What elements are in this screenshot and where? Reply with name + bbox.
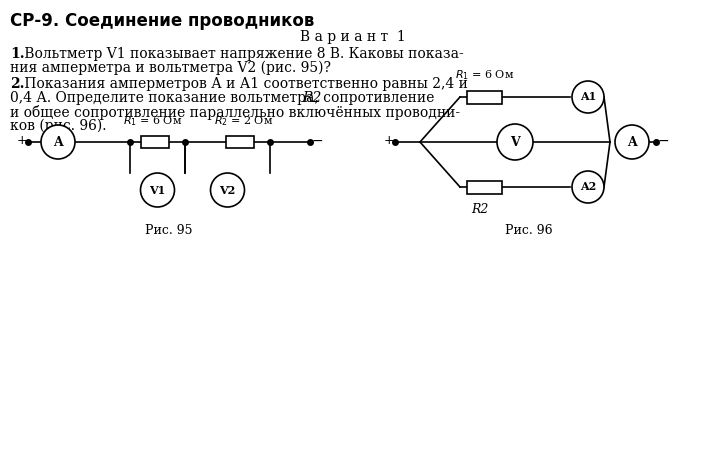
Text: +: +: [17, 134, 28, 148]
Circle shape: [211, 173, 245, 207]
Text: В а р и а н т  1: В а р и а н т 1: [300, 30, 406, 44]
Text: 0,4 А. Определите показание вольтметра, сопротивление: 0,4 А. Определите показание вольтметра, …: [10, 91, 439, 105]
Text: V1: V1: [149, 185, 165, 196]
Text: Показания амперметров А и А1 соответственно равны 2,4 и: Показания амперметров А и А1 соответстве…: [20, 77, 468, 91]
Text: $R_1$ = 6 Ом: $R_1$ = 6 Ом: [123, 114, 182, 128]
Text: R2: R2: [472, 203, 489, 216]
Circle shape: [615, 125, 649, 159]
Text: Рис. 95: Рис. 95: [145, 224, 193, 237]
Text: 1.: 1.: [10, 47, 25, 61]
Text: −: −: [658, 134, 669, 148]
Text: ния амперметра и вольтметра V2 (рис. 95)?: ния амперметра и вольтметра V2 (рис. 95)…: [10, 61, 331, 75]
Text: V: V: [510, 135, 520, 149]
Circle shape: [141, 173, 175, 207]
Text: и общее сопротивление параллельно включённых проводни-: и общее сопротивление параллельно включё…: [10, 105, 460, 120]
Circle shape: [41, 125, 75, 159]
Bar: [226, 136, 254, 148]
Text: 2.: 2.: [10, 77, 25, 91]
Text: A2: A2: [580, 181, 596, 192]
Text: V2: V2: [219, 185, 235, 196]
Text: Вольтметр V1 показывает напряжение 8 В. Каковы показа-: Вольтметр V1 показывает напряжение 8 В. …: [20, 47, 464, 61]
Circle shape: [572, 171, 604, 203]
Text: A: A: [627, 135, 637, 149]
Text: −: −: [311, 134, 323, 148]
Text: A1: A1: [580, 91, 596, 102]
Circle shape: [497, 124, 533, 160]
Text: R2: R2: [302, 91, 322, 105]
Circle shape: [572, 81, 604, 113]
Bar: [467, 91, 503, 104]
Text: СР-9. Соединение проводников: СР-9. Соединение проводников: [10, 12, 315, 30]
Bar: [141, 136, 169, 148]
Text: Рис. 96: Рис. 96: [506, 224, 553, 237]
Text: ков (рис. 96).: ков (рис. 96).: [10, 119, 107, 133]
Text: $R_2$ = 2 Ом: $R_2$ = 2 Ом: [214, 114, 274, 128]
Bar: [467, 181, 503, 194]
Text: $R_1$ = 6 Ом: $R_1$ = 6 Ом: [455, 68, 515, 82]
Text: A: A: [53, 135, 63, 149]
Text: +: +: [384, 134, 395, 148]
